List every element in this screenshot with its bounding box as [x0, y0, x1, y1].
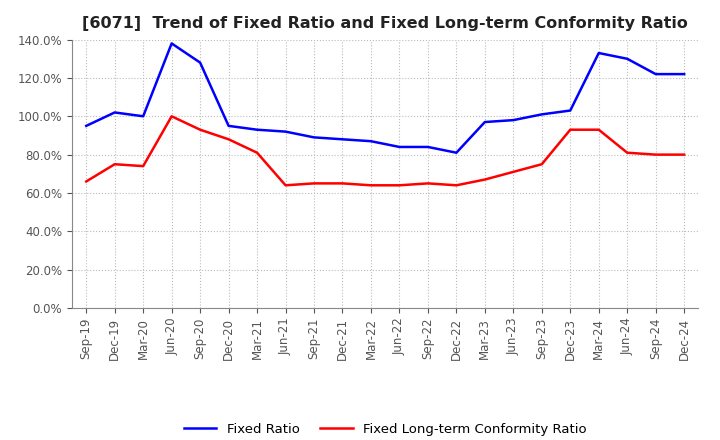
Line: Fixed Ratio: Fixed Ratio — [86, 44, 684, 153]
Fixed Ratio — [82, 123, 91, 128]
Fixed Long-term Conformity Ratio — [509, 169, 518, 175]
Fixed Ratio — [253, 127, 261, 132]
Fixed Ratio — [310, 135, 318, 140]
Fixed Long-term Conformity Ratio — [139, 164, 148, 169]
Fixed Long-term Conformity Ratio — [310, 181, 318, 186]
Fixed Long-term Conformity Ratio — [82, 179, 91, 184]
Fixed Long-term Conformity Ratio — [566, 127, 575, 132]
Fixed Ratio — [680, 71, 688, 77]
Fixed Ratio — [395, 144, 404, 150]
Fixed Long-term Conformity Ratio — [680, 152, 688, 157]
Fixed Ratio — [509, 117, 518, 123]
Fixed Ratio — [595, 50, 603, 55]
Fixed Long-term Conformity Ratio — [366, 183, 375, 188]
Fixed Long-term Conformity Ratio — [423, 181, 432, 186]
Fixed Long-term Conformity Ratio — [623, 150, 631, 155]
Fixed Ratio — [338, 137, 347, 142]
Fixed Ratio — [282, 129, 290, 134]
Fixed Long-term Conformity Ratio — [253, 150, 261, 155]
Line: Fixed Long-term Conformity Ratio: Fixed Long-term Conformity Ratio — [86, 116, 684, 185]
Fixed Ratio — [652, 71, 660, 77]
Fixed Long-term Conformity Ratio — [595, 127, 603, 132]
Fixed Long-term Conformity Ratio — [338, 181, 347, 186]
Fixed Long-term Conformity Ratio — [282, 183, 290, 188]
Fixed Ratio — [366, 139, 375, 144]
Fixed Ratio — [480, 119, 489, 125]
Fixed Ratio — [623, 56, 631, 62]
Fixed Long-term Conformity Ratio — [652, 152, 660, 157]
Fixed Ratio — [110, 110, 119, 115]
Fixed Ratio — [423, 144, 432, 150]
Fixed Ratio — [452, 150, 461, 155]
Fixed Ratio — [139, 114, 148, 119]
Fixed Ratio — [566, 108, 575, 113]
Fixed Long-term Conformity Ratio — [110, 161, 119, 167]
Fixed Long-term Conformity Ratio — [196, 127, 204, 132]
Legend: Fixed Ratio, Fixed Long-term Conformity Ratio: Fixed Ratio, Fixed Long-term Conformity … — [179, 418, 592, 440]
Fixed Long-term Conformity Ratio — [167, 114, 176, 119]
Fixed Long-term Conformity Ratio — [537, 161, 546, 167]
Title: [6071]  Trend of Fixed Ratio and Fixed Long-term Conformity Ratio: [6071] Trend of Fixed Ratio and Fixed Lo… — [82, 16, 688, 32]
Fixed Long-term Conformity Ratio — [395, 183, 404, 188]
Fixed Long-term Conformity Ratio — [452, 183, 461, 188]
Fixed Ratio — [167, 41, 176, 46]
Fixed Ratio — [537, 112, 546, 117]
Fixed Long-term Conformity Ratio — [480, 177, 489, 182]
Fixed Ratio — [196, 60, 204, 65]
Fixed Ratio — [225, 123, 233, 128]
Fixed Long-term Conformity Ratio — [225, 137, 233, 142]
